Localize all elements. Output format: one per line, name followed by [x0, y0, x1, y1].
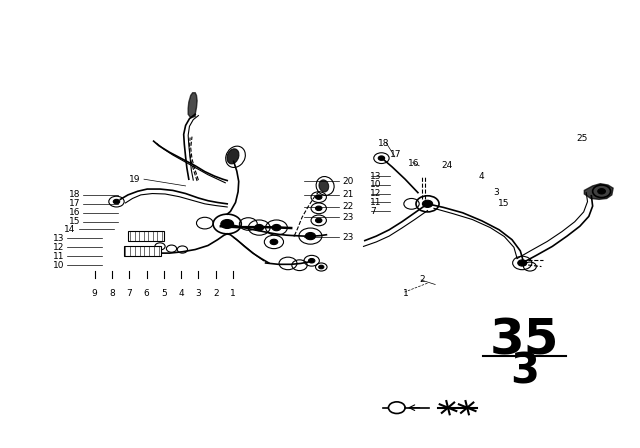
Circle shape: [305, 233, 316, 240]
Circle shape: [316, 206, 322, 211]
Polygon shape: [188, 93, 197, 118]
Text: 3: 3: [196, 289, 201, 297]
Circle shape: [272, 224, 281, 231]
FancyBboxPatch shape: [124, 246, 161, 256]
Text: 7: 7: [370, 207, 376, 216]
Text: 6: 6: [144, 289, 149, 297]
Text: 9: 9: [92, 289, 97, 297]
Text: 7: 7: [127, 289, 132, 297]
Text: 14: 14: [64, 225, 76, 234]
Text: 1: 1: [403, 289, 409, 298]
Text: 12: 12: [52, 243, 64, 252]
Text: 20: 20: [342, 177, 354, 186]
Circle shape: [308, 258, 315, 263]
Circle shape: [255, 224, 264, 231]
Text: 2: 2: [213, 289, 218, 297]
Ellipse shape: [227, 149, 239, 164]
Text: 11: 11: [52, 252, 64, 261]
Text: 5: 5: [161, 289, 166, 297]
Text: 8: 8: [109, 289, 115, 297]
Text: 4: 4: [479, 172, 484, 181]
Text: 35: 35: [490, 316, 559, 365]
Text: 1: 1: [230, 289, 236, 297]
Text: 2: 2: [419, 276, 425, 284]
Text: 23: 23: [342, 233, 354, 242]
Text: 10: 10: [370, 180, 381, 189]
Ellipse shape: [319, 180, 329, 192]
Text: 15: 15: [498, 199, 509, 208]
Text: 13: 13: [52, 234, 64, 243]
Text: 16: 16: [408, 159, 420, 168]
Text: 12: 12: [370, 189, 381, 198]
Text: 21: 21: [342, 190, 354, 199]
Circle shape: [422, 200, 433, 207]
Text: 3: 3: [510, 351, 540, 393]
Circle shape: [270, 239, 278, 245]
Text: 15: 15: [68, 217, 80, 226]
Text: 18: 18: [378, 139, 389, 148]
Text: 11: 11: [370, 198, 381, 207]
Text: 24: 24: [442, 161, 453, 170]
Circle shape: [518, 260, 527, 266]
FancyBboxPatch shape: [128, 231, 164, 241]
Text: 3: 3: [493, 188, 499, 197]
Text: 18: 18: [68, 190, 80, 199]
Circle shape: [221, 220, 234, 228]
Circle shape: [319, 265, 324, 269]
Polygon shape: [584, 184, 613, 199]
Circle shape: [378, 156, 385, 160]
Circle shape: [598, 189, 605, 194]
Text: 17: 17: [390, 150, 402, 159]
Circle shape: [316, 195, 322, 199]
Circle shape: [316, 218, 322, 223]
Text: 23: 23: [342, 213, 354, 222]
Circle shape: [113, 199, 120, 204]
Text: 13: 13: [370, 172, 381, 181]
Text: 10: 10: [52, 261, 64, 270]
Text: 16: 16: [68, 208, 80, 217]
Text: 4: 4: [179, 289, 184, 297]
Text: 22: 22: [342, 202, 354, 211]
Text: 19: 19: [129, 175, 141, 184]
Text: 17: 17: [68, 199, 80, 208]
Text: 25: 25: [576, 134, 588, 143]
